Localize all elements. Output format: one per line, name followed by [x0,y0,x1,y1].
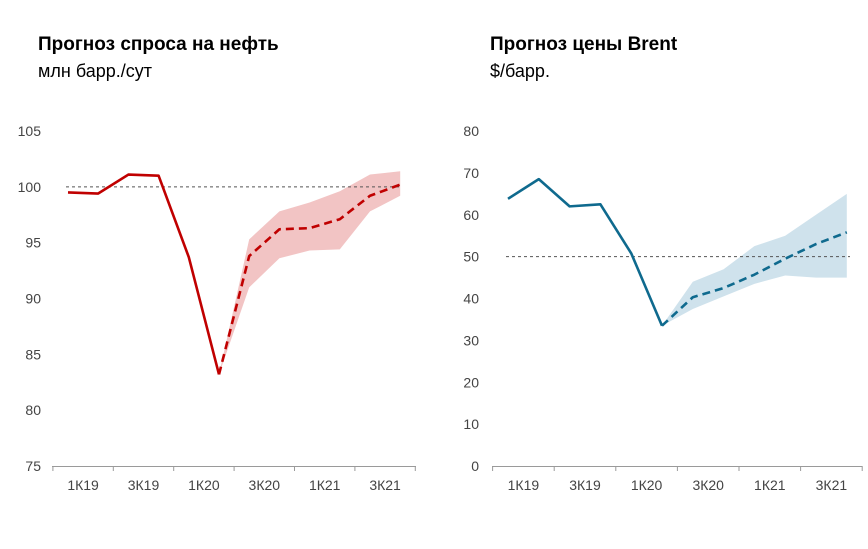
y-tick-label: 10 [463,416,479,432]
actual-series-line [507,177,664,327]
x-tick-label: 1К21 [754,477,786,493]
x-tick-label: 3К19 [569,477,601,493]
forecast-band [662,193,847,326]
forecast-band [219,171,401,375]
x-tick-label: 3К21 [369,477,401,493]
x-tick-label: 1К19 [508,477,540,493]
y-tick-label: 40 [463,291,479,307]
left-chart-subtitle: млн барр./сут [38,61,152,81]
y-tick-label: 60 [463,207,479,223]
y-tick-label: 85 [25,346,41,362]
y-tick-label: 20 [463,374,479,390]
y-tick-label: 105 [18,123,42,139]
x-tick-label: 1К19 [67,477,99,493]
x-tick-label: 3К19 [128,477,160,493]
x-tick-label: 1К20 [631,477,663,493]
y-tick-label: 0 [471,458,479,474]
x-tick-label: 3К20 [249,477,281,493]
forecast-series-line [217,183,401,375]
y-tick-label: 30 [463,332,479,348]
y-tick-label: 75 [25,458,41,474]
left-chart-title: Прогноз спроса на нефть [38,34,279,55]
forecast-series-line [661,231,848,327]
y-tick-label: 100 [18,179,42,195]
y-tick-label: 80 [463,123,479,139]
y-tick-label: 80 [25,402,41,418]
x-tick-label: 1К20 [188,477,220,493]
x-tick-label: 3К20 [692,477,724,493]
y-tick-label: 90 [25,291,41,307]
y-tick-label: 95 [25,235,41,251]
right-chart-title: Прогноз цены Brent [490,34,678,55]
x-tick-label: 3К21 [816,477,848,493]
y-tick-label: 50 [463,249,479,265]
right-chart-subtitle: $/барр. [490,61,550,81]
actual-series-line [67,173,221,375]
y-tick-label: 70 [463,165,479,181]
x-tick-label: 1К21 [309,477,341,493]
